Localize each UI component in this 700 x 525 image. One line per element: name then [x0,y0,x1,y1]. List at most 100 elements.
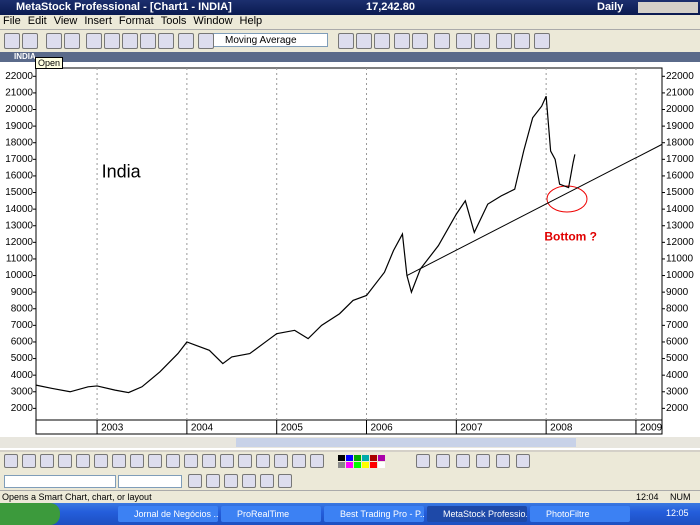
toolbar-button[interactable] [104,33,120,49]
draw-tool[interactable] [260,474,274,488]
y-tick-label-right: 14000 [666,204,694,215]
toolbar-button[interactable] [310,454,324,468]
toolbar-button[interactable] [238,454,252,468]
task-item[interactable]: Jornal de Negócios ... [118,506,218,522]
toolbar-button[interactable] [40,454,54,468]
toolbar-button[interactable] [496,33,512,49]
menu-item[interactable]: Insert [84,15,112,27]
toolbar-button[interactable] [198,33,214,49]
menu-item[interactable]: View [53,15,78,27]
x-tick-label: 2005 [281,423,304,434]
toolbar-button[interactable] [456,33,472,49]
color-swatch[interactable] [346,462,353,468]
toolbar-button[interactable] [274,454,288,468]
toolbar-button[interactable] [158,33,174,49]
menu-item[interactable]: File [3,15,21,27]
color-swatch[interactable] [378,455,385,461]
toolbar-button[interactable] [4,454,18,468]
y-tick-label: 4000 [11,370,34,381]
tooltip: Open [35,57,64,69]
toolbar-button[interactable] [64,33,80,49]
x-tick-label: 2009 [640,423,663,434]
color-swatch[interactable] [346,455,353,461]
line-width[interactable] [118,475,182,488]
toolbar-button[interactable] [202,454,216,468]
toolbar-button[interactable] [166,454,180,468]
toolbar-button[interactable] [220,454,234,468]
toolbar-button[interactable] [338,33,354,49]
y-tick-label: 12000 [5,237,33,248]
color-swatch[interactable] [378,462,385,468]
toolbar-button[interactable] [394,33,410,49]
toolbar: Moving Average [0,30,700,53]
color-swatch[interactable] [338,462,345,468]
y-tick-label-right: 9000 [666,287,689,298]
start-button[interactable] [0,503,60,525]
window-title: MetaStock Professional - [Chart1 - INDIA… [16,1,232,13]
color-swatch[interactable] [354,455,361,461]
toolbar-button[interactable] [516,454,530,468]
draw-tool[interactable] [224,474,238,488]
toolbar-button[interactable] [130,454,144,468]
y-tick-label-right: 19000 [666,121,694,132]
scroll-thumb[interactable] [236,438,576,447]
color-swatch[interactable] [370,455,377,461]
toolbar-button[interactable] [356,33,372,49]
toolbar-button[interactable] [122,33,138,49]
toolbar-button[interactable] [148,454,162,468]
toolbar-button[interactable] [374,33,390,49]
toolbar-button[interactable] [178,33,194,49]
y-tick-label-right: 8000 [666,303,689,314]
menu-item[interactable]: Edit [27,15,47,27]
chart-window-bar: INDIA [0,52,700,62]
toolbar-button[interactable] [22,33,38,49]
y-tick-label-right: 6000 [666,337,689,348]
toolbar-button[interactable] [4,33,20,49]
color-swatch[interactable] [338,455,345,461]
window-buttons[interactable] [638,2,698,13]
draw-tool[interactable] [206,474,220,488]
toolbar-button[interactable] [456,454,470,468]
last-price: 17,242.80 [366,1,415,13]
toolbar-button[interactable] [476,454,490,468]
annotation-bottom: Bottom ? [544,230,597,244]
y-tick-label: 16000 [5,171,33,182]
toolbar-button[interactable] [256,454,270,468]
toolbar-button[interactable] [534,33,550,49]
toolbar-button[interactable] [184,454,198,468]
menu-item[interactable]: Help [239,15,263,27]
draw-tool[interactable] [242,474,256,488]
task-item[interactable]: PhotoFiltre [530,506,630,522]
toolbar-button[interactable] [514,33,530,49]
color-swatch[interactable] [354,462,361,468]
toolbar-button[interactable] [140,33,156,49]
menu-item[interactable]: Tools [160,15,187,27]
menu-item[interactable]: Window [193,15,233,27]
toolbar-button[interactable] [434,33,450,49]
y-tick-label: 17000 [5,154,33,165]
toolbar-button[interactable] [112,454,126,468]
color-swatch[interactable] [362,462,369,468]
toolbar-button[interactable] [94,454,108,468]
toolbar-button[interactable] [436,454,450,468]
menu-item[interactable]: Format [118,15,154,27]
toolbar-button[interactable] [412,33,428,49]
draw-tool[interactable] [278,474,292,488]
toolbar-button[interactable] [474,33,490,49]
toolbar-button[interactable] [86,33,102,49]
color-swatch[interactable] [362,455,369,461]
toolbar-button[interactable] [46,33,62,49]
task-item[interactable]: ProRealTime [221,506,321,522]
toolbar-button[interactable] [416,454,430,468]
toolbar-button[interactable] [292,454,306,468]
toolbar-button[interactable] [496,454,510,468]
color-swatch[interactable] [370,462,377,468]
draw-tool[interactable] [188,474,202,488]
task-item[interactable]: MetaStock Professio... [427,506,527,522]
toolbar-button[interactable] [22,454,36,468]
toolbar-button[interactable] [58,454,72,468]
toolbar-button[interactable] [76,454,90,468]
line-style[interactable] [4,475,116,488]
indicator-dropdown[interactable]: Moving Average [210,33,328,47]
task-item[interactable]: Best Trading Pro - P... [324,506,424,522]
